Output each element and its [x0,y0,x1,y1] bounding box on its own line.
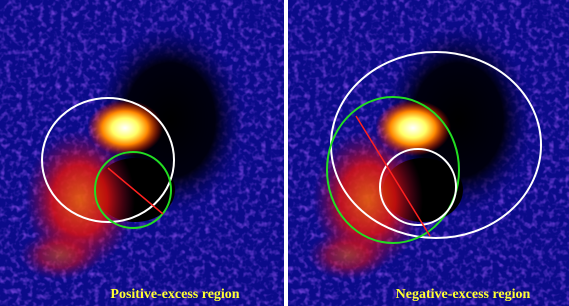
figure: Positive-excess region Negative-excess r… [0,0,569,306]
panel-label: Negative-excess region [396,287,531,302]
panel-label: Positive-excess region [110,287,239,302]
page: {"panels": [{"label": "Positive-excess r… [0,0,569,306]
divider [284,0,288,306]
panel-left: Positive-excess region [0,0,284,306]
panel-right: Negative-excess region [288,0,569,306]
